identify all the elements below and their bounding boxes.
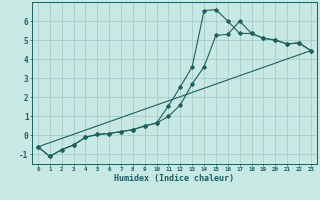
X-axis label: Humidex (Indice chaleur): Humidex (Indice chaleur)	[115, 174, 234, 183]
